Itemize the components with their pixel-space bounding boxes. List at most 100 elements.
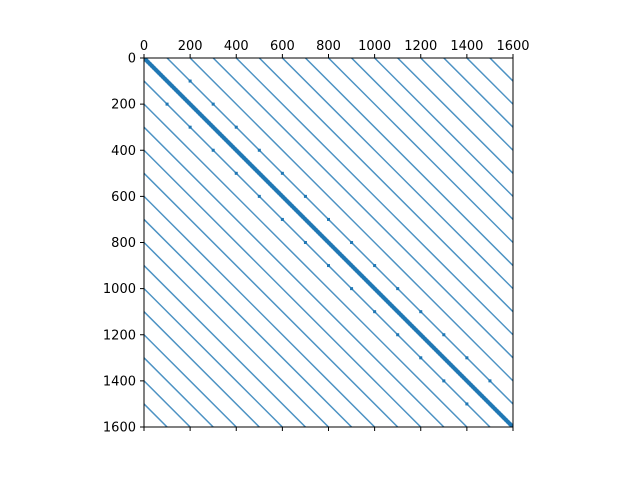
main-diagonal-point	[358, 274, 361, 277]
main-diagonal-point	[400, 313, 403, 316]
main-diagonal-point	[496, 409, 499, 412]
main-diagonal-point	[435, 348, 438, 351]
main-diagonal-point	[483, 397, 487, 401]
main-diagonal-point	[157, 73, 160, 76]
main-diagonal-point	[190, 103, 193, 106]
main-diagonal-point	[411, 324, 414, 327]
diagonal-line-22	[304, 58, 513, 267]
main-diagonal-point	[452, 366, 456, 370]
main-diagonal-point	[417, 331, 421, 335]
main-diagonal-point	[264, 178, 268, 182]
main-diagonal-point	[256, 170, 260, 174]
main-diagonal-point	[233, 148, 236, 151]
main-diagonal-point	[344, 259, 347, 262]
main-diagonal-point	[159, 73, 163, 77]
main-diagonal-point	[481, 395, 485, 399]
main-diagonal-point	[386, 301, 389, 304]
scatter-point-25	[442, 379, 446, 383]
main-diagonal-point	[266, 180, 270, 184]
main-diagonal-point	[232, 145, 235, 148]
main-diagonal-point	[415, 328, 418, 331]
main-diagonal-point	[334, 250, 337, 253]
scatter-point-10	[303, 194, 307, 198]
x-tick-label: 400	[224, 39, 249, 54]
main-diagonal-point	[342, 257, 345, 260]
diagonal-line-9	[144, 195, 376, 427]
main-diagonal-point	[448, 361, 451, 364]
main-diagonal-point	[184, 98, 188, 102]
main-diagonal-point	[454, 370, 457, 373]
main-diagonal-point	[365, 279, 369, 283]
main-diagonal-point	[150, 65, 153, 68]
main-diagonal-point	[428, 342, 432, 346]
x-tick-label: 1200	[404, 39, 437, 54]
main-diagonal-point	[387, 300, 390, 303]
main-diagonal-point	[476, 389, 479, 392]
scatter-point-13	[303, 241, 307, 244]
main-diagonal-point	[255, 167, 258, 170]
main-diagonal-point	[392, 307, 395, 310]
scatter-point-23	[419, 356, 423, 360]
main-diagonal-point	[218, 132, 222, 136]
main-diagonal-point	[465, 379, 469, 383]
scatter-point-11	[280, 217, 284, 221]
main-diagonal-point	[280, 194, 284, 198]
main-diagonal-point	[280, 193, 283, 196]
diagonal-line-17	[189, 58, 513, 382]
main-diagonal-point	[336, 252, 339, 255]
main-diagonal-point	[480, 396, 483, 399]
main-diagonal-point	[151, 65, 155, 69]
main-diagonal-point	[203, 117, 207, 121]
main-diagonal-point	[423, 338, 426, 341]
diagonal-line-29	[466, 58, 513, 105]
main-diagonal-point	[371, 287, 374, 290]
main-diagonal-point	[328, 242, 332, 246]
main-diagonal-point	[435, 349, 439, 353]
main-diagonal-point	[186, 99, 189, 102]
main-diagonal-point	[387, 301, 391, 305]
main-diagonal-point	[472, 386, 476, 390]
main-diagonal-point	[283, 198, 286, 201]
main-diagonal-point	[155, 69, 159, 73]
main-diagonal-point	[208, 122, 212, 126]
main-diagonal-point	[410, 324, 414, 328]
diagonal-line-5	[144, 288, 283, 427]
main-diagonal-point	[196, 110, 200, 114]
main-diagonal-point	[207, 122, 210, 125]
main-diagonal-point	[347, 261, 351, 265]
main-diagonal-point	[446, 359, 449, 362]
diagonal-line-27	[420, 58, 513, 151]
scatter-point-24	[465, 356, 469, 360]
main-diagonal-point	[251, 167, 254, 170]
main-diagonal-point	[389, 302, 392, 305]
main-diagonal-point	[450, 364, 454, 368]
main-diagonal-point	[305, 220, 308, 223]
main-diagonal-point	[181, 93, 184, 96]
main-diagonal-point	[155, 68, 158, 71]
main-diagonal-point	[334, 247, 337, 250]
main-diagonal-point	[168, 82, 172, 86]
main-diagonal-point	[227, 140, 230, 143]
main-diagonal-point	[288, 200, 291, 203]
main-diagonal-point	[207, 119, 210, 122]
main-diagonal-point	[244, 156, 247, 159]
main-diagonal-point	[172, 84, 175, 87]
main-diagonal-point	[162, 75, 165, 78]
main-diagonal-point	[312, 224, 315, 227]
main-diagonal-point	[349, 265, 352, 268]
main-diagonal-point	[465, 381, 468, 384]
diagonal-line-12	[144, 126, 445, 427]
y-tick-label: 1200	[103, 328, 136, 343]
main-diagonal-point	[249, 163, 253, 167]
main-diagonal-point	[476, 390, 480, 394]
main-diagonal-point	[225, 138, 228, 141]
main-diagonal-point	[465, 378, 468, 381]
main-diagonal-point	[336, 248, 339, 251]
main-diagonal-point	[299, 211, 302, 214]
main-diagonal-point	[285, 200, 288, 203]
main-diagonal-point	[173, 87, 177, 91]
diagonal-line-10	[144, 172, 399, 427]
main-diagonal-point	[227, 141, 231, 145]
main-diagonal-point	[395, 309, 399, 313]
main-diagonal-point	[249, 162, 252, 165]
